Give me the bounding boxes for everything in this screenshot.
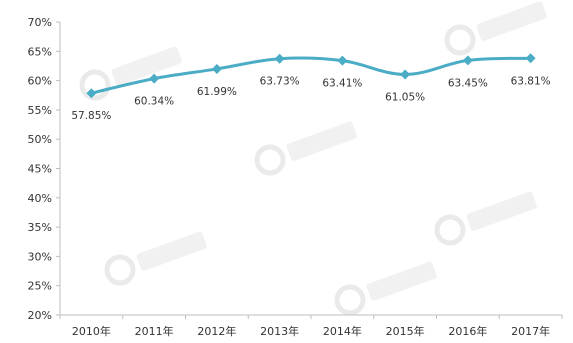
y-tick-label: 60%: [28, 75, 52, 88]
y-tick-label: 55%: [28, 104, 52, 117]
x-tick-label: 2011年: [135, 324, 174, 338]
x-tick-label: 2013年: [260, 324, 299, 338]
data-label: 60.34%: [134, 96, 174, 108]
watermark-logo: [104, 231, 207, 286]
data-label-layer: 57.85% 60.34% 61.99% 63.73% 63.41% 61.05% 63.4…: [71, 75, 550, 122]
y-tick-label: 40%: [28, 192, 52, 205]
x-axis: 2010年 2011年 2012年 2013年 2014年 2015年 2016年 2017年: [59, 314, 563, 338]
x-tick-label: 2012年: [197, 324, 236, 338]
x-tick-label: 2017年: [511, 324, 550, 338]
y-tick-label: 20%: [28, 309, 52, 322]
data-point-marker: [462, 55, 473, 66]
data-label: 63.41%: [322, 78, 362, 90]
y-tick-label: 50%: [28, 133, 52, 146]
watermark-logo: [434, 191, 537, 246]
x-tick-label: 2016年: [448, 324, 487, 338]
y-tick-label: 65%: [28, 45, 52, 58]
data-point-marker: [211, 63, 222, 74]
data-point-marker: [400, 69, 411, 80]
data-point-marker: [525, 53, 536, 64]
y-tick-label: 70%: [28, 16, 52, 29]
data-label: 63.73%: [260, 76, 300, 88]
data-point-marker: [149, 73, 160, 84]
watermark-logo: [79, 46, 182, 101]
x-tick-label: 2010年: [72, 324, 111, 338]
y-tick-label: 35%: [28, 221, 52, 234]
watermark-logo: [254, 121, 357, 176]
y-tick-label: 30%: [28, 250, 52, 263]
y-tick-label: 25%: [28, 280, 52, 293]
data-label: 61.05%: [385, 91, 425, 103]
data-point-marker: [86, 88, 97, 99]
data-label: 61.99%: [197, 86, 237, 98]
y-tick-label: 45%: [28, 163, 52, 176]
x-tick-label: 2014年: [323, 324, 362, 338]
y-axis: 20% 25% 30% 35% 40% 45% 50% 55% 60% 65% 70%: [28, 16, 61, 322]
data-label: 57.85%: [71, 110, 111, 122]
data-label: 63.45%: [448, 77, 488, 89]
data-point-marker: [274, 53, 285, 64]
data-label: 63.81%: [511, 75, 551, 87]
watermark-logo: [334, 261, 437, 316]
x-tick-label: 2015年: [386, 324, 425, 338]
watermark-logo: [444, 1, 547, 56]
watermark-layer: [79, 1, 547, 316]
series-layer: [86, 53, 536, 99]
data-point-marker: [337, 55, 348, 66]
